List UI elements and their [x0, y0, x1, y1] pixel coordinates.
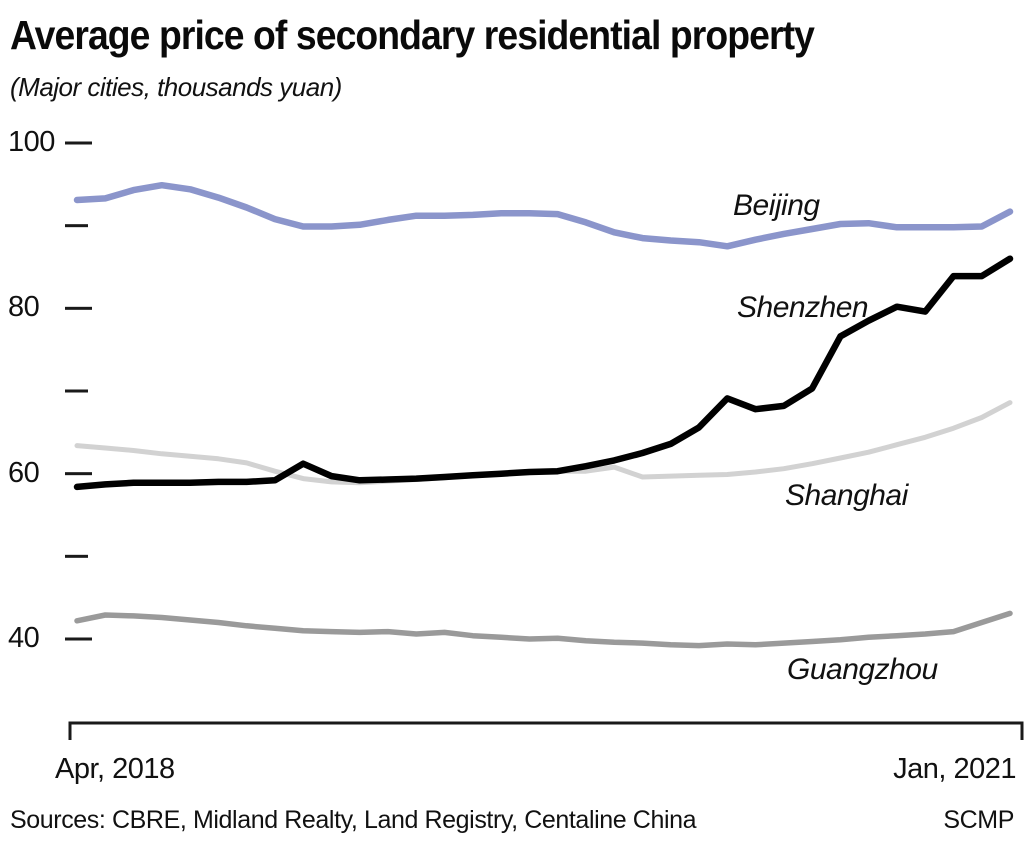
- y-axis-label: 60: [8, 456, 40, 489]
- x-axis-label-end: Jan, 2021: [893, 753, 1016, 785]
- x-axis-bracket: [68, 721, 1024, 740]
- series-label-guangzhou: Guangzhou: [787, 653, 938, 686]
- y-major-tick: [65, 637, 92, 641]
- y-minor-tick: [65, 554, 88, 558]
- y-axis-label: 40: [8, 621, 40, 654]
- y-major-tick: [65, 306, 92, 310]
- page-subtitle: (Major cities, thousands yuan): [10, 72, 342, 102]
- series-label-shenzhen: Shenzhen: [737, 291, 869, 324]
- series-label-shanghai: Shanghai: [785, 479, 908, 512]
- y-major-tick: [65, 472, 92, 476]
- y-axis-label: 100: [8, 125, 55, 158]
- page-title: Average price of secondary residential p…: [10, 12, 815, 58]
- y-minor-tick: [65, 389, 88, 393]
- y-axis-label: 80: [8, 291, 40, 324]
- beijing-line: [73, 181, 1014, 250]
- shenzhen-line: [73, 255, 1014, 491]
- footer-sources: Sources: CBRE, Midland Realty, Land Regi…: [10, 806, 697, 834]
- footer-brand: SCMP: [943, 806, 1014, 834]
- y-major-tick: [65, 141, 92, 145]
- guangzhou-line: [74, 610, 1013, 649]
- x-axis-label-start: Apr, 2018: [55, 753, 175, 785]
- series-label-beijing: Beijing: [733, 189, 820, 222]
- y-minor-tick: [65, 224, 88, 228]
